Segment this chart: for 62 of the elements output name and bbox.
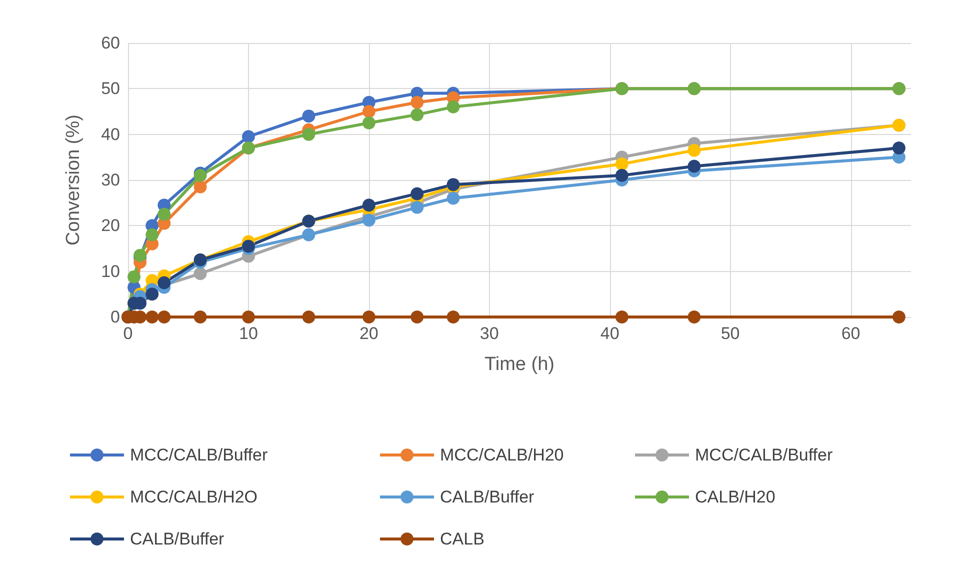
- y-tick-label: 60: [101, 34, 120, 52]
- y-tick-label: 10: [101, 262, 120, 281]
- point: [688, 144, 701, 157]
- point: [615, 158, 628, 171]
- point: [302, 128, 316, 141]
- point: [410, 310, 424, 324]
- legend-label: MCC/CALB/H20: [440, 446, 564, 464]
- legend-label: CALB/Buffer: [130, 530, 225, 548]
- x-tick-label: 0: [123, 324, 133, 343]
- point: [194, 180, 207, 194]
- point: [410, 200, 424, 214]
- y-tick-label: 0: [110, 308, 120, 326]
- point: [615, 310, 628, 324]
- x-tick-label: 20: [359, 324, 378, 343]
- point: [242, 240, 255, 253]
- point: [242, 130, 255, 144]
- point: [134, 248, 147, 262]
- point: [146, 288, 159, 301]
- point: [362, 214, 376, 227]
- legend-label: CALB/H20: [695, 488, 776, 506]
- y-tick-label: 50: [101, 79, 120, 98]
- point: [615, 168, 628, 182]
- legend-label: MCC/CALB/Buffer: [130, 446, 268, 464]
- point: [362, 105, 376, 118]
- point: [688, 310, 701, 324]
- point: [194, 310, 207, 324]
- x-tick-label: 30: [480, 324, 499, 343]
- point: [410, 96, 424, 109]
- point: [410, 187, 424, 200]
- x-axis-title: Time (h): [484, 354, 555, 375]
- x-tick-label: 50: [720, 324, 740, 343]
- point: [158, 208, 171, 221]
- point: [302, 110, 316, 123]
- point: [446, 310, 460, 324]
- point: [302, 310, 316, 324]
- y-tick-label: 30: [101, 170, 120, 190]
- legend-label: CALB: [440, 530, 484, 548]
- legend-label: MCC/CALB/H2O: [130, 488, 258, 506]
- point: [146, 310, 159, 324]
- y-tick-label: 40: [101, 124, 120, 144]
- point: [128, 270, 141, 284]
- point: [158, 276, 171, 290]
- point: [446, 100, 460, 114]
- x-tick-label: 40: [600, 324, 620, 343]
- point: [892, 142, 906, 155]
- point: [194, 267, 207, 280]
- point: [362, 310, 376, 324]
- legend-label: CALB/Buffer: [440, 488, 535, 506]
- y-tick-label: 20: [101, 216, 120, 236]
- point: [892, 310, 906, 324]
- legend-label: MCC/CALB/Buffer: [695, 446, 833, 464]
- point: [410, 108, 424, 122]
- point: [158, 310, 171, 324]
- point: [362, 116, 376, 130]
- x-tick-label: 10: [239, 324, 258, 343]
- y-axis-title: Conversion (%): [63, 114, 84, 246]
- point: [688, 160, 701, 173]
- x-tick-label: 60: [841, 324, 860, 343]
- point: [146, 228, 159, 242]
- point: [242, 310, 255, 324]
- point: [446, 192, 460, 205]
- point: [362, 198, 376, 212]
